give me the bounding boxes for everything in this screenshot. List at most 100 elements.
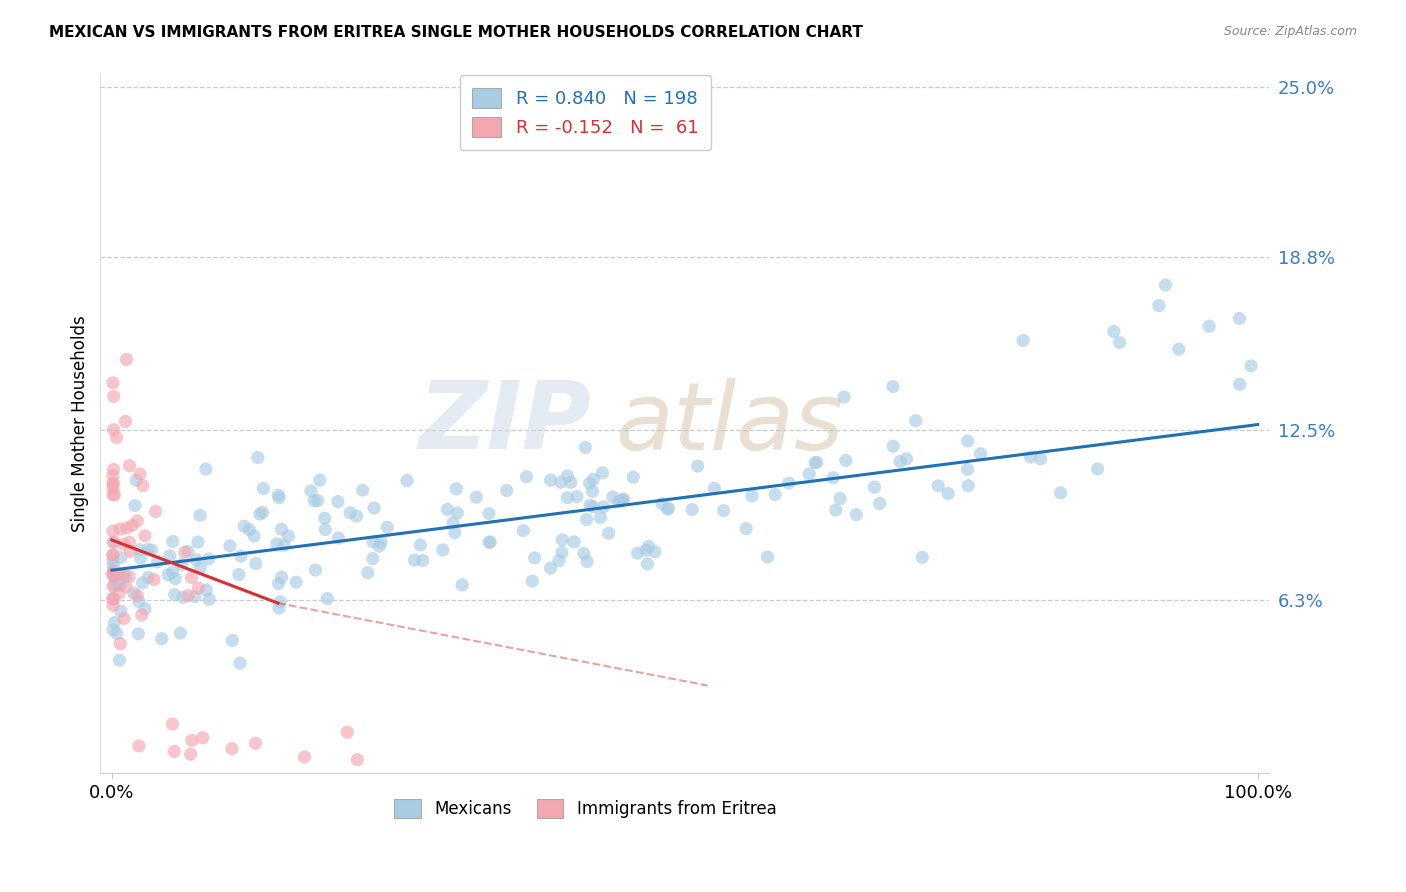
Point [304, 563, 326, 577]
Point [713, 503, 735, 517]
Point [145, 504, 167, 518]
Point [681, 502, 703, 516]
Point [956, 462, 979, 476]
Point [1154, 277, 1177, 292]
Point [1167, 342, 1189, 356]
Point [299, 483, 322, 498]
Point [110, 637, 132, 651]
Point [249, 507, 271, 521]
Point [128, 542, 150, 557]
Point [101, 566, 124, 581]
Point [245, 736, 267, 750]
Point [835, 453, 858, 467]
Point [129, 551, 152, 566]
Point [104, 573, 127, 587]
Point [607, 494, 630, 508]
Legend: Mexicans, Immigrants from Eritrea: Mexicans, Immigrants from Eritrea [388, 792, 783, 824]
Point [243, 529, 266, 543]
Point [882, 379, 904, 393]
Point [197, 552, 219, 566]
Point [1108, 335, 1130, 350]
Point [1198, 319, 1220, 334]
Point [267, 601, 290, 615]
Point [128, 739, 150, 753]
Point [589, 510, 612, 524]
Point [115, 580, 138, 594]
Text: ZIP: ZIP [419, 377, 592, 469]
Point [307, 493, 329, 508]
Point [131, 576, 153, 591]
Point [184, 590, 207, 604]
Point [101, 568, 124, 582]
Point [105, 626, 128, 640]
Point [131, 608, 153, 623]
Point [686, 459, 709, 474]
Point [612, 493, 634, 508]
Point [159, 549, 181, 563]
Point [626, 546, 648, 560]
Point [221, 633, 243, 648]
Point [118, 458, 141, 473]
Text: MEXICAN VS IMMIGRANTS FROM ERITREA SINGLE MOTHER HOUSEHOLDS CORRELATION CHART: MEXICAN VS IMMIGRANTS FROM ERITREA SINGL… [49, 25, 863, 40]
Point [188, 561, 211, 575]
Point [763, 487, 786, 501]
Point [465, 490, 488, 504]
Point [101, 599, 124, 613]
Point [863, 480, 886, 494]
Point [101, 481, 124, 495]
Point [142, 573, 165, 587]
Point [136, 542, 159, 557]
Point [162, 565, 184, 579]
Point [602, 490, 624, 504]
Point [581, 484, 603, 499]
Point [592, 500, 614, 514]
Point [125, 473, 148, 487]
Point [238, 523, 260, 537]
Point [540, 561, 562, 575]
Point [550, 475, 572, 490]
Point [478, 535, 501, 549]
Point [101, 535, 124, 549]
Point [741, 489, 763, 503]
Point [522, 574, 544, 588]
Point [108, 578, 131, 592]
Point [551, 545, 574, 559]
Point [451, 578, 474, 592]
Point [1012, 334, 1035, 348]
Point [1147, 299, 1170, 313]
Point [112, 568, 135, 582]
Point [162, 717, 184, 731]
Point [101, 524, 124, 538]
Point [285, 575, 308, 590]
Point [228, 567, 250, 582]
Point [557, 491, 579, 505]
Point [778, 476, 800, 491]
Point [180, 733, 202, 747]
Point [869, 496, 891, 510]
Point [191, 731, 214, 745]
Point [523, 550, 546, 565]
Point [557, 469, 579, 483]
Point [370, 535, 392, 549]
Point [823, 471, 845, 485]
Point [363, 500, 385, 515]
Point [582, 500, 605, 514]
Point [141, 543, 163, 558]
Point [436, 502, 458, 516]
Point [651, 497, 673, 511]
Point [108, 653, 131, 667]
Point [361, 534, 384, 549]
Point [735, 522, 758, 536]
Point [1229, 377, 1251, 392]
Point [548, 554, 571, 568]
Point [551, 533, 574, 547]
Point [103, 423, 125, 437]
Point [969, 447, 991, 461]
Point [173, 545, 195, 559]
Point [101, 553, 124, 567]
Point [101, 566, 124, 581]
Point [127, 627, 149, 641]
Point [889, 454, 911, 468]
Point [103, 488, 125, 502]
Y-axis label: Single Mother Households: Single Mother Households [72, 315, 89, 532]
